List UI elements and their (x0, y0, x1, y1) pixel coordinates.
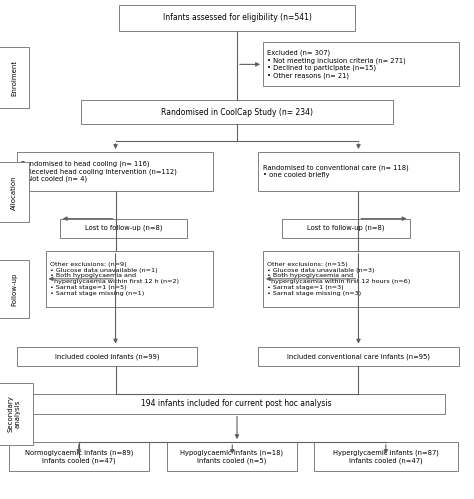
FancyBboxPatch shape (81, 100, 393, 124)
FancyBboxPatch shape (282, 219, 410, 238)
Text: Follow-up: Follow-up (11, 272, 17, 306)
Text: Lost to follow-up (n=8): Lost to follow-up (n=8) (85, 225, 162, 232)
FancyBboxPatch shape (46, 251, 213, 307)
Text: Randomised to conventional care (n= 118)
• one cooled briefly: Randomised to conventional care (n= 118)… (263, 165, 408, 178)
FancyBboxPatch shape (263, 42, 459, 86)
Text: Enrolment: Enrolment (11, 60, 17, 96)
Text: Hyperglycaemic infants (n=87)
Infants cooled (n=47): Hyperglycaemic infants (n=87) Infants co… (333, 450, 438, 464)
FancyBboxPatch shape (9, 442, 149, 471)
Text: Randomised in CoolCap Study (n= 234): Randomised in CoolCap Study (n= 234) (161, 108, 313, 117)
Text: Other exclusions: (n=15)
• Glucose data unavailable (n=3)
• Both hypoglycaemia a: Other exclusions: (n=15) • Glucose data … (267, 262, 410, 296)
Text: Allocation: Allocation (11, 175, 17, 210)
Text: Excluded (n= 307)
• Not meeting inclusion criteria (n= 271)
• Declined to partic: Excluded (n= 307) • Not meeting inclusio… (267, 50, 406, 79)
Text: Secondary
analysis: Secondary analysis (8, 395, 20, 432)
FancyBboxPatch shape (314, 442, 458, 471)
Text: Included cooled infants (n=99): Included cooled infants (n=99) (55, 353, 159, 360)
FancyBboxPatch shape (167, 442, 297, 471)
FancyBboxPatch shape (119, 4, 355, 30)
FancyBboxPatch shape (258, 346, 459, 366)
FancyBboxPatch shape (263, 251, 459, 307)
Text: Other exclusions: (n=9)
• Glucose data unavailable (n=1)
• Both hypoglycaemia an: Other exclusions: (n=9) • Glucose data u… (50, 262, 179, 296)
FancyBboxPatch shape (27, 394, 445, 414)
Text: Lost to follow-up (n=8): Lost to follow-up (n=8) (307, 225, 384, 232)
FancyBboxPatch shape (60, 219, 187, 238)
FancyBboxPatch shape (17, 346, 197, 366)
FancyBboxPatch shape (258, 152, 459, 191)
Text: Hypoglycaemic infants (n=18)
Infants cooled (n=5): Hypoglycaemic infants (n=18) Infants coo… (181, 450, 283, 464)
Text: Randomised to head cooling (n= 116)
• Received head cooling intervention (n=112): Randomised to head cooling (n= 116) • Re… (21, 161, 177, 182)
FancyBboxPatch shape (17, 152, 213, 191)
Text: Infants assessed for eligibility (n=541): Infants assessed for eligibility (n=541) (163, 13, 311, 22)
Text: Included conventional care infants (n=95): Included conventional care infants (n=95… (287, 353, 430, 360)
Text: 194 infants included for current post hoc analysis: 194 infants included for current post ho… (140, 399, 331, 408)
Text: Normoglycaemic infants (n=89)
Infants cooled (n=47): Normoglycaemic infants (n=89) Infants co… (25, 450, 133, 464)
